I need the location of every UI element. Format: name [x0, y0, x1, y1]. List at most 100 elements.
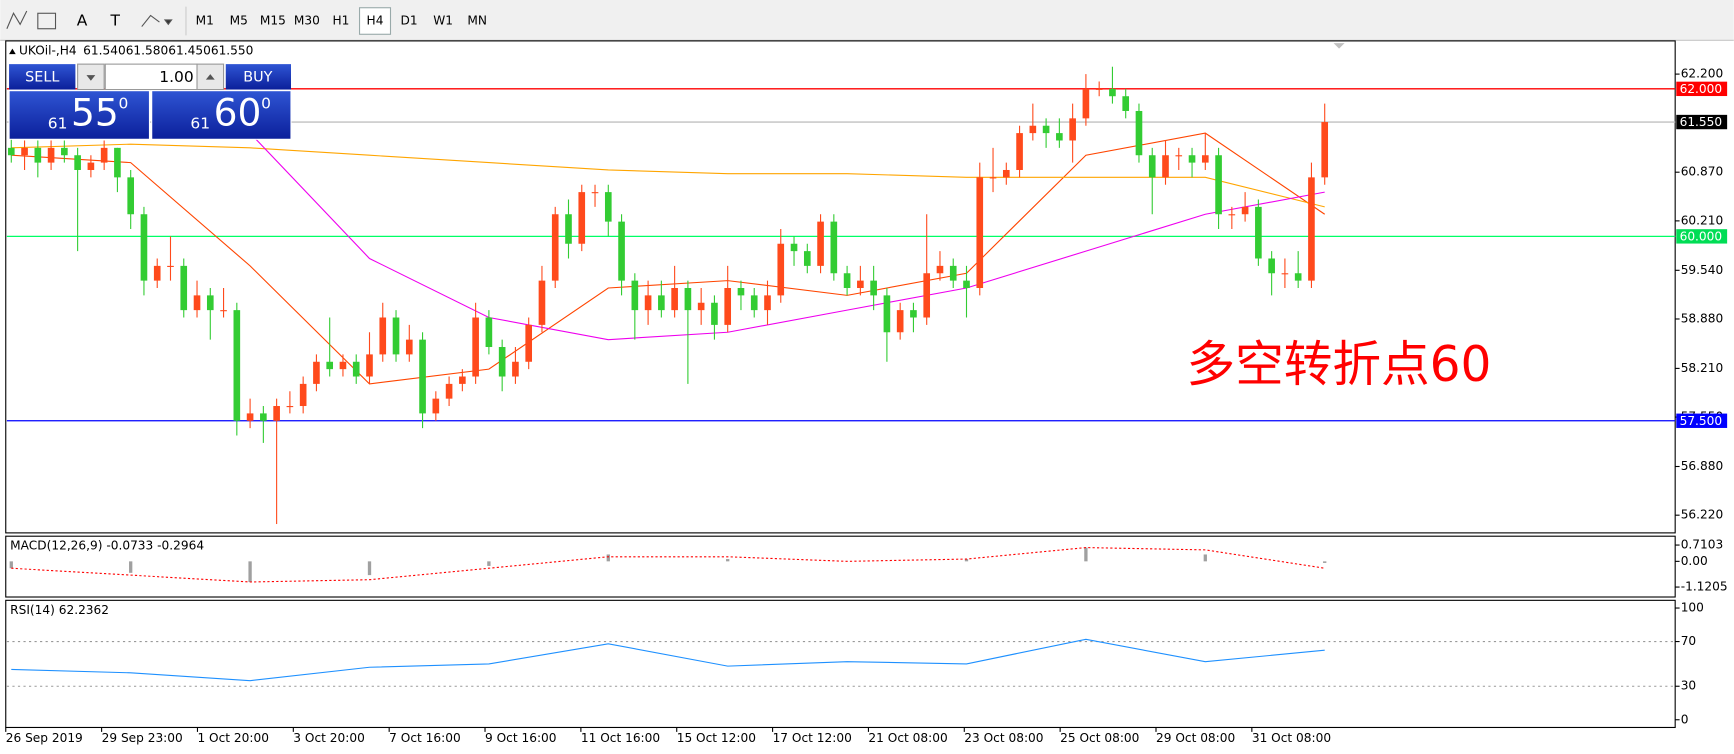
buy-price-box[interactable] — [151, 90, 292, 140]
text-tool[interactable]: A — [77, 12, 88, 30]
timeframe-button[interactable]: MN — [467, 14, 487, 28]
candle-body — [1268, 258, 1275, 274]
price-tick-label: 60.870 — [1681, 165, 1724, 179]
label-tool[interactable]: T — [109, 12, 120, 30]
candle-body — [750, 295, 758, 311]
timeframe-button[interactable]: M30 — [294, 14, 320, 28]
level-label: 60.000 — [1680, 229, 1723, 243]
candle-body — [114, 147, 121, 178]
annotation: 多空转折点60 — [1187, 337, 1492, 393]
buy-label[interactable]: BUY — [243, 69, 272, 85]
icon-dropdown[interactable] — [163, 19, 173, 26]
rsi-panel — [5, 599, 1676, 729]
candle-body — [1056, 133, 1063, 141]
candle-body — [392, 317, 400, 355]
timeframe-button[interactable]: H1 — [333, 14, 350, 28]
timeframe-button[interactable]: M5 — [230, 14, 248, 28]
candle-body — [1162, 155, 1169, 178]
moving-average — [11, 143, 1325, 208]
trade-panel: SELL 1.00 BUY 61 55 0 61 60 0 — [8, 63, 292, 140]
candle-body — [1109, 88, 1116, 97]
sell-button[interactable] — [9, 64, 76, 90]
candle-body — [631, 280, 639, 311]
candle-body — [153, 265, 161, 281]
lot-value[interactable]: 1.00 — [159, 68, 193, 86]
timeframe-button[interactable]: D1 — [401, 14, 418, 28]
sell-price-box[interactable] — [8, 90, 151, 140]
candle-body — [1095, 88, 1103, 90]
candle-body — [21, 147, 28, 156]
timeframe-button[interactable]: M15 — [260, 14, 286, 28]
candle-body — [936, 265, 944, 274]
sell-price-main: 55 — [71, 90, 119, 134]
candle-body — [658, 295, 665, 311]
time-label: 17 Oct 12:00 — [773, 731, 852, 745]
ohlc-value: 61.580 — [126, 43, 169, 57]
candle-body — [803, 251, 811, 266]
candle-body — [644, 295, 652, 311]
lot-input[interactable] — [104, 63, 198, 91]
macd-tick-label: 0.7103 — [1681, 538, 1724, 552]
candle-body — [140, 214, 148, 281]
candle-body — [857, 280, 864, 289]
candle-body — [830, 221, 838, 274]
price-tick-label: 56.220 — [1681, 508, 1724, 522]
candle-body — [923, 273, 931, 318]
candle-body — [352, 361, 360, 377]
time-label: 15 Oct 12:00 — [677, 731, 756, 745]
candle-body — [379, 317, 387, 355]
level-tag — [1676, 81, 1728, 97]
candle-body — [949, 265, 957, 281]
candle-body — [843, 273, 851, 289]
collapse-arrow — [9, 48, 16, 55]
candle-body — [565, 214, 572, 244]
candle-body — [206, 295, 214, 311]
candle-body — [684, 288, 692, 311]
candle-body — [1201, 155, 1209, 163]
candle-body — [1016, 133, 1023, 170]
candle-body — [1228, 214, 1236, 216]
timeframe-active — [358, 7, 392, 35]
candle-body — [273, 406, 280, 421]
candle-body — [538, 280, 546, 325]
candle-body — [193, 295, 201, 311]
candle-body — [697, 302, 705, 311]
candle-body — [498, 347, 506, 377]
candle-body — [167, 265, 174, 267]
candle-body — [1135, 110, 1143, 156]
candle-body — [1308, 177, 1315, 281]
time-label: 11 Oct 16:00 — [581, 731, 660, 745]
sell-label[interactable]: SELL — [25, 69, 59, 85]
candle-body — [313, 361, 320, 384]
icon-shapes[interactable] — [141, 14, 160, 27]
candle-body — [711, 302, 718, 325]
symbol: UKOil-,H4 — [19, 43, 77, 57]
candle-body — [790, 243, 798, 252]
candle-body — [260, 413, 267, 421]
candle-body — [1069, 118, 1076, 141]
candle-body — [233, 310, 241, 421]
price-tick-label: 58.880 — [1681, 311, 1724, 325]
candle-body — [339, 361, 347, 370]
level-label: 61.550 — [1680, 115, 1723, 129]
candle-body — [326, 361, 334, 370]
lot-down[interactable] — [77, 63, 105, 91]
timeframe-button[interactable]: W1 — [433, 14, 453, 28]
candle-body — [180, 265, 188, 311]
candle-body — [246, 413, 254, 421]
candle-body — [127, 177, 135, 215]
candle-body — [1122, 96, 1130, 111]
timeframe-button[interactable]: H4 — [367, 14, 384, 28]
icon-grid[interactable] — [37, 12, 57, 30]
time-label: 26 Sep 2019 — [6, 731, 83, 745]
candle-body — [1294, 273, 1302, 281]
time-label: 1 Oct 20:00 — [197, 731, 269, 745]
buy-button[interactable] — [225, 64, 291, 90]
timeframe-button[interactable]: M1 — [196, 14, 214, 28]
time-label: 29 Oct 08:00 — [1156, 731, 1235, 745]
icon-chart[interactable] — [6, 10, 28, 29]
candle-body — [47, 147, 55, 163]
price-tick-label: 62.200 — [1681, 67, 1724, 81]
candle-body — [445, 383, 453, 399]
